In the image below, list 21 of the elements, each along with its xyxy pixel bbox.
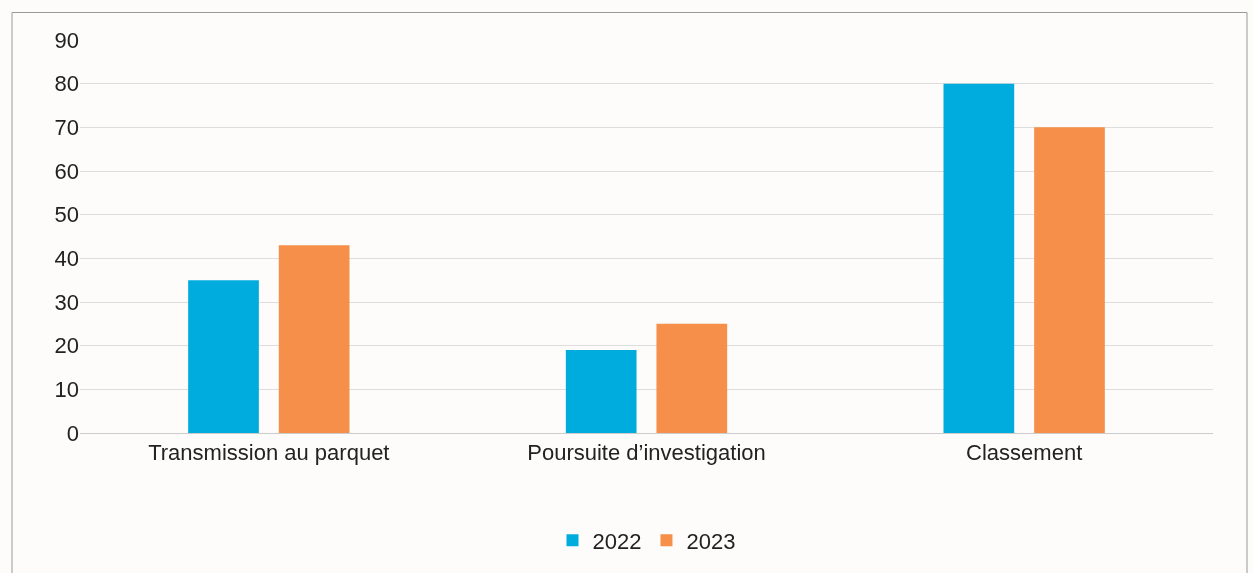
y-tick-label: 80 (54, 71, 79, 97)
y-tick-label: 50 (54, 202, 79, 228)
y-tick-label: 70 (54, 115, 79, 141)
y-tick-label: 40 (54, 246, 79, 272)
bar (656, 323, 728, 433)
bar (188, 280, 259, 433)
y-tick-label: 60 (54, 158, 79, 184)
y-tick-label: 10 (54, 377, 79, 403)
y-tick-label: 0 (66, 420, 79, 446)
y-tick-label: 20 (54, 333, 79, 359)
bar (943, 83, 1015, 433)
x-tick-label: Classement (966, 440, 1083, 466)
legend-label: 2023 (686, 528, 736, 554)
y-tick-label: 30 (54, 289, 79, 315)
y-tick-label: 90 (54, 27, 79, 53)
x-tick-label: Poursuite d’investigation (527, 440, 766, 466)
bar (565, 350, 637, 433)
legend-label: 2022 (592, 528, 642, 554)
bar (1034, 127, 1105, 433)
x-tick-label: Transmission au parquet (148, 440, 390, 466)
bar (278, 245, 350, 433)
